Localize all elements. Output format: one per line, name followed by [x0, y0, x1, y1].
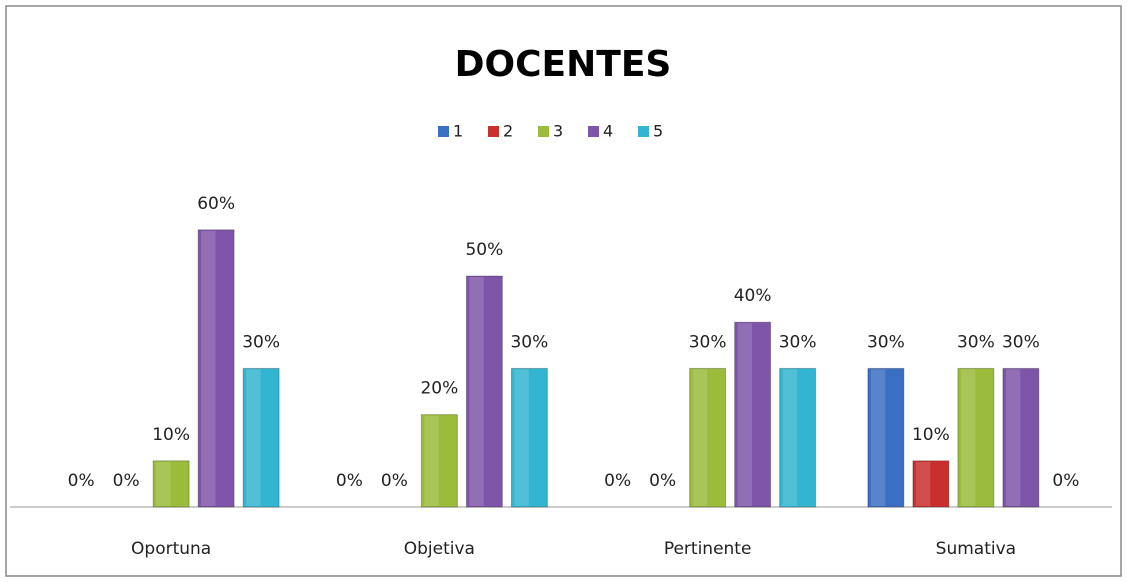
bar-shine [156, 461, 171, 506]
bar [152, 460, 190, 508]
legend-swatch [588, 126, 599, 137]
chart-title: DOCENTES [455, 44, 672, 85]
legend-swatch [638, 126, 649, 137]
data-label: 30% [1002, 332, 1040, 352]
data-label: 30% [779, 332, 817, 352]
data-label: 0% [1052, 471, 1079, 491]
bar-shine [915, 461, 931, 506]
bar [197, 229, 235, 508]
x-tick-label: Oportuna [131, 539, 211, 559]
bar-shine [469, 277, 484, 506]
bar-shine [737, 323, 753, 506]
bar [465, 275, 503, 508]
bar-shine [424, 415, 439, 506]
legend-label: 1 [453, 122, 463, 141]
data-label: 30% [957, 332, 995, 352]
data-label: 0% [113, 471, 140, 491]
bar [510, 367, 548, 508]
data-label: 60% [197, 194, 235, 214]
x-tick-label: Sumativa [936, 539, 1016, 559]
bar [957, 367, 995, 508]
x-tick-label: Objetiva [404, 539, 475, 559]
data-label: 50% [465, 240, 503, 260]
legend-label: 5 [653, 122, 663, 141]
data-label: 10% [152, 425, 190, 445]
bar [420, 414, 458, 508]
bar-shine [201, 230, 216, 507]
legend-swatch [538, 126, 549, 137]
legend-swatch [438, 126, 449, 137]
bar [867, 367, 905, 508]
data-label: 30% [689, 332, 727, 352]
legend-label: 4 [603, 122, 613, 141]
bar-shine [246, 369, 261, 506]
data-label: 0% [68, 471, 95, 491]
bar [689, 367, 727, 508]
bar [779, 367, 817, 508]
data-label: 0% [649, 471, 676, 491]
bar-shine [782, 369, 798, 506]
data-label: 30% [510, 332, 548, 352]
data-label: 0% [336, 471, 363, 491]
legend-swatch [488, 126, 499, 137]
data-label: 20% [420, 379, 458, 399]
legend-label: 3 [553, 122, 563, 141]
bar [242, 367, 280, 508]
data-label: 10% [912, 425, 950, 445]
bar [734, 321, 772, 508]
bar [1002, 367, 1040, 508]
bar-shine [960, 369, 976, 506]
x-tick-label: Pertinente [664, 539, 752, 559]
bar-shine [514, 369, 529, 506]
bar-shine [870, 369, 886, 506]
data-label: 0% [381, 471, 408, 491]
data-label: 30% [867, 332, 905, 352]
data-label: 40% [734, 286, 772, 306]
bar-shine [1005, 369, 1021, 506]
bar [912, 460, 950, 508]
legend-label: 2 [503, 122, 513, 141]
data-label: 0% [604, 471, 631, 491]
data-label: 30% [242, 332, 280, 352]
bar-shine [692, 369, 708, 506]
